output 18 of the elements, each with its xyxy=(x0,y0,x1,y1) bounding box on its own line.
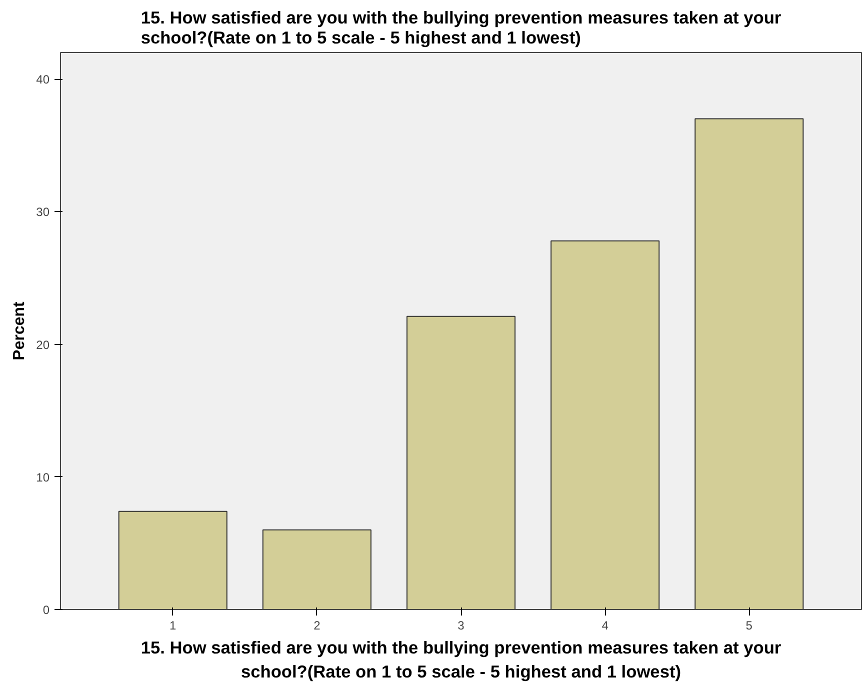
chart-title: 15. How satisfied are you with the bullying prevention measures taken at your school?(Rate on 1 to 5 scale - 5 highest and 1 lowest) xyxy=(140,8,782,48)
x-tick-label: 4 xyxy=(602,618,609,632)
x-tick-label: 5 xyxy=(746,618,753,632)
x-tick-label: 2 xyxy=(314,618,321,632)
y-tick-label: 10 xyxy=(36,470,50,484)
bar xyxy=(262,529,372,610)
bar xyxy=(118,510,228,610)
y-axis-title: Percent xyxy=(11,300,28,360)
y-tick-label: 40 xyxy=(36,72,50,87)
bar xyxy=(694,118,804,610)
x-tick-label: 3 xyxy=(458,618,465,632)
x-tick-label: 1 xyxy=(170,618,177,632)
bar xyxy=(550,240,660,610)
bar xyxy=(406,316,516,610)
y-tick-label: 30 xyxy=(36,205,50,220)
y-tick-label: 0 xyxy=(42,603,50,617)
y-tick-label: 20 xyxy=(36,338,50,352)
x-axis-title: 15. How satisfied are you with the bullying prevention measures taken at your school?(Rate on 1 to 5 scale - 5 highest and 1 lowest) xyxy=(140,638,782,682)
